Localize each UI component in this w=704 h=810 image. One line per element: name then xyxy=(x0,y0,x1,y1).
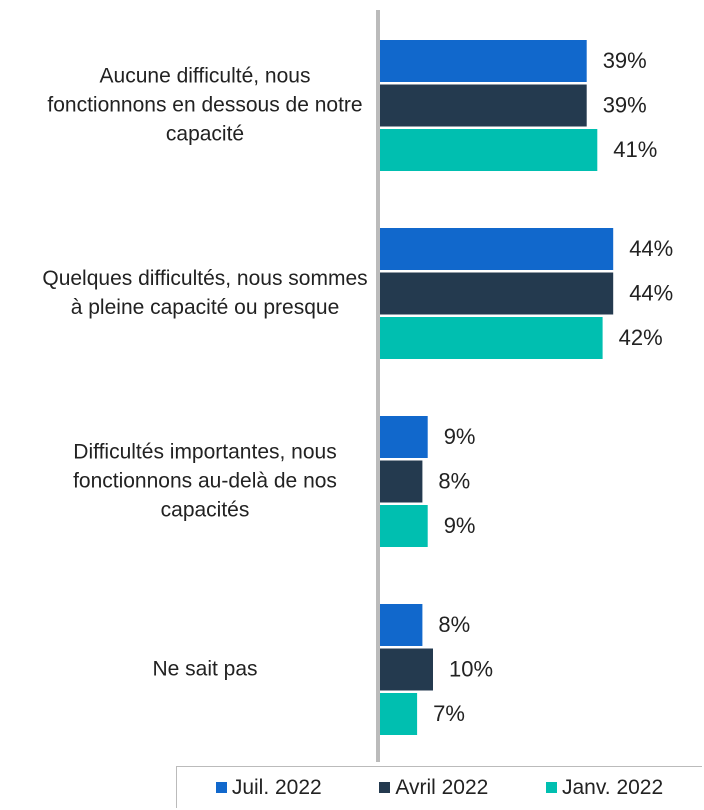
value-label: 44% xyxy=(629,236,673,261)
bar xyxy=(380,129,598,171)
bar xyxy=(380,84,587,127)
bar xyxy=(380,693,418,735)
category-label: Quelques difficultés, nous sommes à plei… xyxy=(42,266,368,319)
legend-item: Janv. 2022 xyxy=(545,775,664,800)
value-label: 9% xyxy=(444,513,476,538)
bar xyxy=(380,272,614,315)
value-label: 44% xyxy=(629,280,673,305)
legend-swatch xyxy=(545,782,557,793)
value-label: 39% xyxy=(603,92,647,117)
legend-item: Avril 2022 xyxy=(379,776,488,800)
bar xyxy=(380,505,428,547)
value-label: 8% xyxy=(438,612,470,637)
legend-swatch xyxy=(215,782,227,793)
plot: 39% 39% 41% 44% 44% 42% 9% 8% 9% 8% 10% 7% xyxy=(376,10,673,762)
bar xyxy=(380,460,423,503)
value-label: 8% xyxy=(438,468,470,493)
legend-item: Juil. 2022 xyxy=(215,775,322,800)
bar xyxy=(380,317,603,359)
value-label: 41% xyxy=(613,137,657,162)
value-label: 9% xyxy=(444,424,476,449)
legend: Juil. 2022 Avril 2022 Janv. 2022 xyxy=(176,766,702,808)
legend-label: Juil. 2022 xyxy=(231,775,322,799)
legend-swatch xyxy=(379,782,391,793)
bar xyxy=(380,228,614,270)
legend-label: Avril 2022 xyxy=(395,775,489,799)
value-label: 7% xyxy=(433,701,465,726)
bar xyxy=(380,416,428,458)
category-label: Difficultés importantes, nous fonctionno… xyxy=(73,440,337,522)
value-label: 39% xyxy=(603,48,647,73)
bar xyxy=(380,40,587,82)
value-label: 10% xyxy=(449,656,493,681)
bar xyxy=(380,648,433,691)
legend-label: Janv. 2022 xyxy=(561,775,664,799)
category-label: Ne sait pas xyxy=(152,657,258,681)
value-label: 42% xyxy=(619,325,663,350)
bar xyxy=(380,604,423,646)
category-label: Aucune difficulté, nous fonctionnons en … xyxy=(47,64,363,146)
